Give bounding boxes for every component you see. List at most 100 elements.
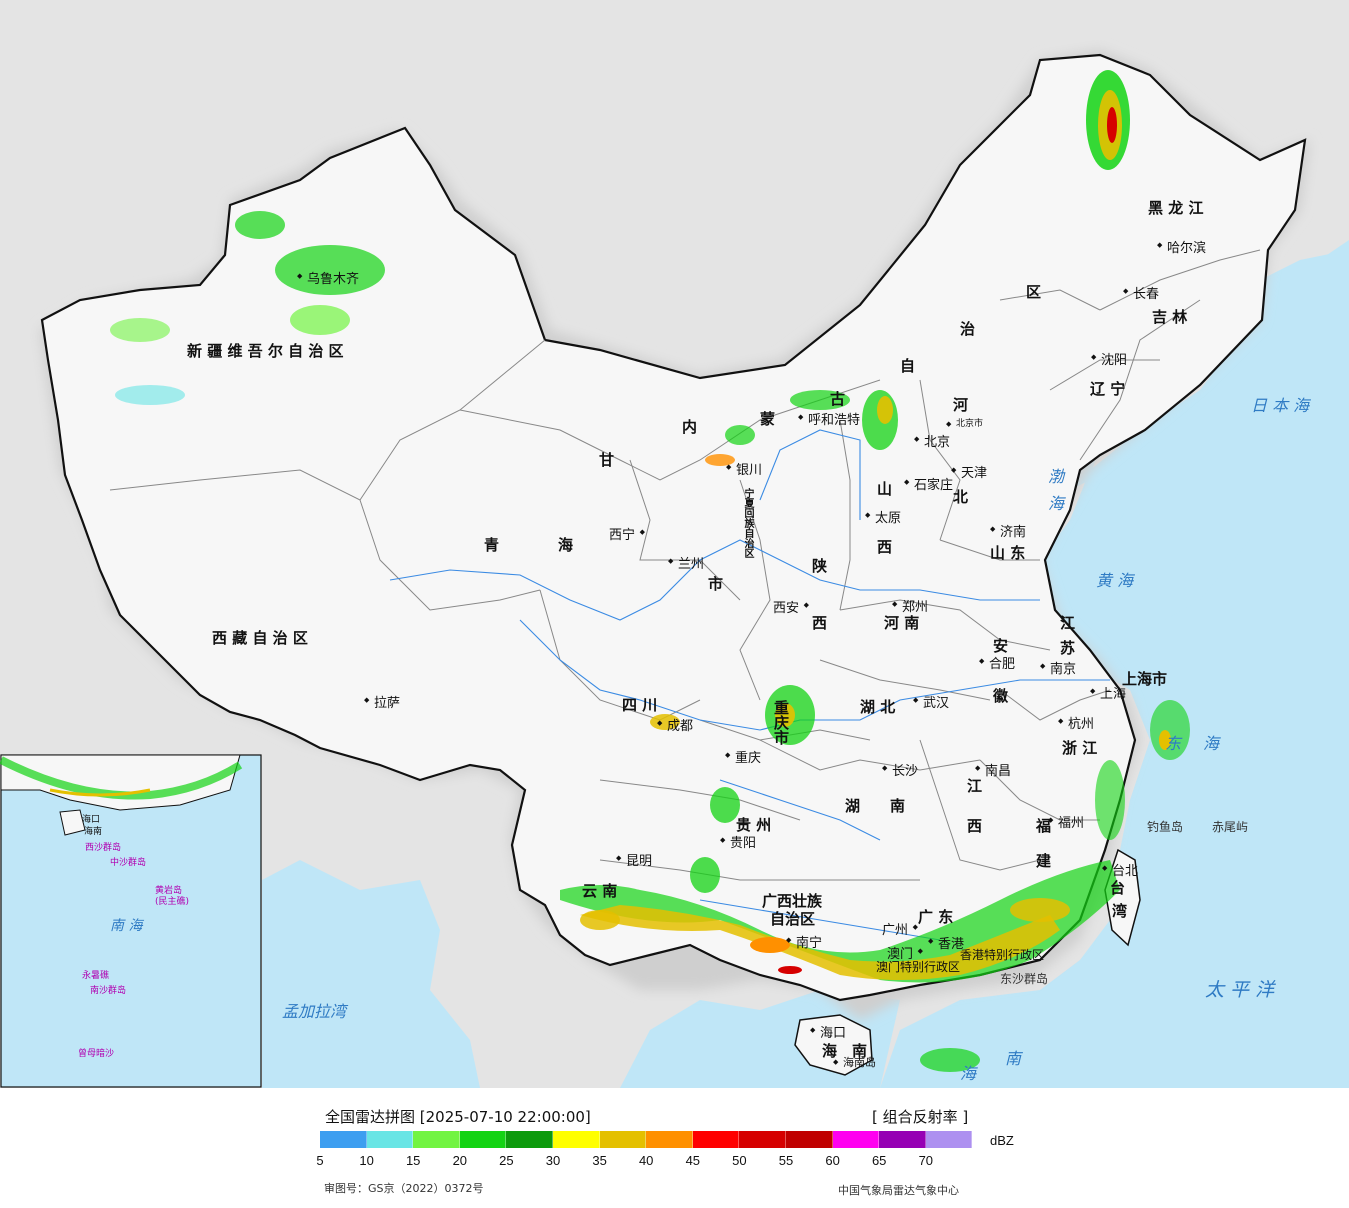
city-zhengzhou: 郑州: [892, 596, 928, 615]
legend-swatch-2: [413, 1131, 460, 1148]
region-guizhou: 贵 州: [736, 816, 772, 834]
inset-huangyan: 黄岩岛: [155, 886, 183, 896]
region-hk-sar: 香港特别行政区: [960, 948, 1045, 962]
inset-hainan: 海南: [84, 827, 103, 837]
sea-bengal: [262, 860, 480, 1088]
legend-tick-label: 45: [685, 1153, 701, 1168]
city-harbin: 哈尔滨: [1157, 237, 1206, 256]
region-shaanxi-2: 西: [812, 614, 828, 632]
sea-label-bohai-2: 海: [1048, 494, 1065, 513]
city-chengdu: 成都: [657, 715, 693, 734]
region-guangxi-2: 自治区: [770, 910, 816, 928]
inset-yongshu: 永暑礁: [82, 971, 110, 981]
region-jiangxi-1: 江: [967, 777, 983, 795]
island-chiwei: 赤尾屿: [1212, 820, 1249, 834]
region-ningxia: 宁夏回族自治区: [742, 488, 753, 558]
city-beijing-city: 北京市: [946, 416, 983, 429]
island-dongsha: 东沙群岛: [1000, 972, 1049, 986]
region-xinjiang: 新 疆 维 吾 尔 自 治 区: [187, 342, 344, 360]
legend-tick-label: 15: [405, 1153, 421, 1168]
city-macau: 澳门: [887, 943, 923, 962]
island-diaoyu: 钓鱼岛: [1147, 820, 1184, 834]
region-hunan-2: 南: [890, 797, 906, 815]
legend-unit: dBZ: [990, 1133, 1014, 1148]
inset-nanhai: 南 海: [110, 918, 143, 934]
legend-swatch-7: [646, 1131, 693, 1148]
region-shandong: 山 东: [990, 544, 1026, 562]
region-gansu-extra: 市: [708, 575, 724, 593]
city-hongkong: 香港: [928, 933, 964, 952]
radar-echoes: [110, 70, 1190, 1072]
region-yunnan: 云 南: [582, 882, 618, 900]
legend-swatch-6: [599, 1131, 647, 1148]
city-shijiazhuang: 石家庄: [904, 474, 953, 493]
legend-product: [ 组合反射率 ]: [872, 1108, 969, 1126]
inset-nansha: 南沙群岛: [90, 986, 127, 996]
city-beijing: 北京: [914, 431, 950, 450]
city-haikou: 海口: [810, 1022, 846, 1041]
region-neimenggu-6: 区: [1026, 283, 1042, 301]
region-jiangsu-1: 江: [1060, 614, 1076, 632]
city-xining: 西宁: [609, 524, 645, 543]
city-shanghai: 上海: [1090, 683, 1126, 702]
city-jinan: 济南: [990, 521, 1026, 540]
legend-tick-label: 5: [316, 1153, 324, 1168]
city-shenyang: 沈阳: [1091, 349, 1127, 368]
region-heilongjiang: 黑 龙 江: [1148, 199, 1204, 217]
region-zhejiang: 浙 江: [1062, 739, 1098, 757]
city-wuhan: 武汉: [913, 692, 949, 711]
region-neimenggu-1: 内: [682, 418, 698, 436]
city-xian: 西安: [773, 597, 809, 616]
city-hangzhou: 杭州: [1058, 713, 1094, 732]
radar-map: .rg { position:absolute; font-size:15px;…: [0, 0, 1349, 1088]
legend-title: 全国雷达拼图 [2025-07-10 22:00:00]: [325, 1108, 591, 1126]
region-jiangsu-2: 苏: [1060, 639, 1076, 657]
region-hainan-1: 海: [822, 1042, 838, 1060]
legend-swatch-1: [366, 1131, 414, 1148]
sea-label-riben: 日 本 海: [1251, 396, 1310, 415]
region-taiwan-2: 湾: [1112, 902, 1128, 920]
sea-label-donghai-1: 东: [1165, 734, 1182, 753]
legend-tick-label: 25: [499, 1153, 514, 1168]
legend-swatch-12: [879, 1131, 926, 1148]
region-jilin: 吉 林: [1152, 308, 1188, 326]
legend-swatch-8: [692, 1131, 740, 1148]
region-xizang: 西 藏 自 治 区: [212, 629, 308, 647]
city-urumqi: 乌鲁木齐: [297, 268, 359, 287]
region-guangxi-1: 广西壮族: [762, 892, 823, 910]
legend-tick-label: 10: [359, 1153, 374, 1168]
legend-tick-label: 30: [545, 1153, 561, 1168]
region-guangdong: 广 东: [918, 908, 954, 926]
region-neimenggu-3: 古: [830, 390, 846, 408]
region-taiwan-1: 台: [1110, 879, 1126, 897]
map-labels: .rg { position:absolute; font-size:15px;…: [0, 0, 1349, 1088]
legend-tick-label: 50: [732, 1153, 747, 1168]
inset-huangyan-alt: (民主礁): [155, 897, 190, 907]
legend-panel: 全国雷达拼图 [2025-07-10 22:00:00] [ 组合反射率 ] 5…: [0, 1088, 1349, 1208]
region-qinghai-2: 海: [558, 536, 574, 554]
region-shaanxi-1: 陕: [812, 557, 828, 575]
region-neimenggu-4: 自: [900, 357, 916, 375]
legend-tick-label: 20: [452, 1153, 468, 1168]
region-hebei-1: 河: [953, 396, 969, 414]
region-chongqing: 重庆市: [772, 700, 790, 745]
region-shanxi-2: 西: [877, 538, 893, 556]
legend-swatch-0: [320, 1131, 367, 1148]
region-anhui-2: 徽: [993, 687, 1009, 705]
region-sichuan: 四 川: [622, 696, 658, 714]
region-shanghai: 上海市: [1122, 670, 1168, 688]
region-gansu: 甘: [599, 451, 615, 469]
legend-tick-label: 70: [918, 1153, 934, 1168]
south-china-sea-inset: [0, 754, 262, 1088]
sea-label-huanghai: 黄 海: [1096, 571, 1134, 590]
city-hefei: 合肥: [979, 653, 1015, 672]
legend-tick-label: 40: [638, 1153, 654, 1168]
city-yinchuan: 银川: [726, 459, 762, 478]
sea-east: [880, 240, 1349, 1088]
region-fujian-2: 建: [1036, 852, 1052, 870]
approval-number: 审图号：GS京（2022）0372号: [324, 1182, 484, 1195]
inset-zengmu: 曾母暗沙: [78, 1049, 115, 1059]
city-nanjing: 南京: [1040, 658, 1076, 677]
data-source: 中国气象局雷达气象中心: [838, 1184, 959, 1197]
city-nanchang: 南昌: [975, 760, 1011, 779]
